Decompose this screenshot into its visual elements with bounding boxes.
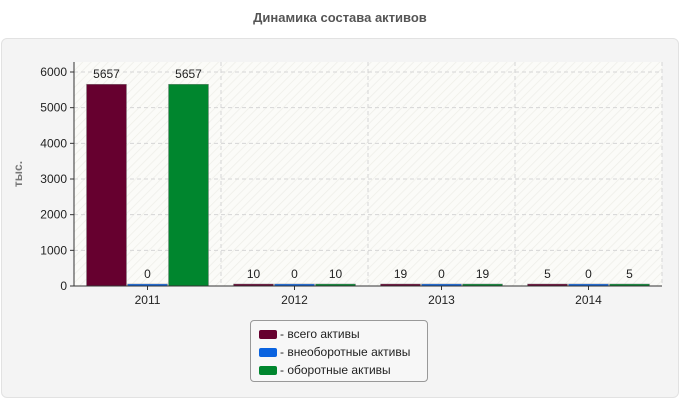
bar-2011-0 <box>86 83 127 287</box>
data-label: 19 <box>476 267 490 281</box>
data-label: 0 <box>438 267 445 281</box>
legend-item-noncurrent-assets: - внеоборотные активы <box>259 343 427 361</box>
legend-item-current-assets: - оборотные активы <box>259 361 427 379</box>
y-tick-label: 3000 <box>40 172 67 186</box>
bar-2011-2 <box>168 83 209 287</box>
data-label: 10 <box>247 267 261 281</box>
legend-swatch-total-assets <box>259 329 277 339</box>
data-label: 0 <box>144 267 151 281</box>
data-label: 0 <box>585 267 592 281</box>
axes <box>70 62 662 290</box>
x-tick-label: 2013 <box>428 293 455 307</box>
x-tick-label: 2014 <box>575 293 602 307</box>
legend: - всего активы - внеоборотные активы - о… <box>250 320 428 382</box>
data-label: 19 <box>394 267 408 281</box>
legend-item-total-assets: - всего активы <box>259 325 427 343</box>
y-tick-label: 6000 <box>40 65 67 79</box>
data-label: 5 <box>544 267 551 281</box>
legend-swatch-noncurrent-assets <box>259 347 277 357</box>
legend-label-current-assets: - оборотные активы <box>280 363 391 377</box>
x-tick-label: 2011 <box>135 293 161 307</box>
y-tick-label: 1000 <box>40 243 67 257</box>
data-label: 10 <box>329 267 343 281</box>
x-tick-label: 2012 <box>281 293 308 307</box>
legend-swatch-current-assets <box>259 365 277 375</box>
y-axis-label: тыс. <box>11 161 25 187</box>
data-label: 5 <box>626 267 633 281</box>
data-labels: 5657 0 5657 10 0 10 19 0 19 5 0 5 <box>93 67 633 281</box>
data-label: 5657 <box>175 67 202 81</box>
bars <box>86 83 650 287</box>
legend-label-total-assets: - всего активы <box>280 327 360 341</box>
y-tick-label: 2000 <box>40 208 67 222</box>
data-label: 5657 <box>93 67 120 81</box>
legend-label-noncurrent-assets: - внеоборотные активы <box>280 345 411 359</box>
y-tick-label: 5000 <box>40 101 67 115</box>
y-tick-label: 0 <box>60 279 67 293</box>
y-tick-label: 4000 <box>40 136 67 150</box>
data-label: 0 <box>291 267 298 281</box>
chart-title: Динамика состава активов <box>253 10 427 25</box>
